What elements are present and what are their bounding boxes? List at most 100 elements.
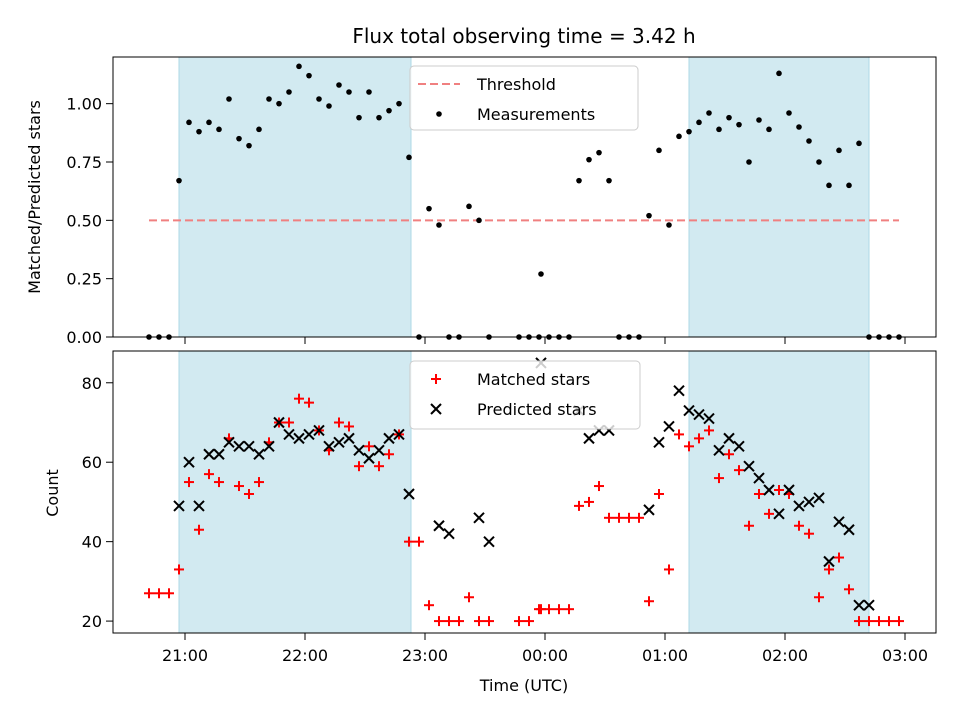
measurement-point — [216, 126, 222, 133]
matched-point — [424, 600, 434, 611]
predicted-point — [683, 404, 695, 417]
predicted-point — [243, 440, 255, 453]
predicted-point — [203, 448, 215, 460]
legend-predicted-swatch — [430, 403, 442, 415]
predicted-point-b — [473, 512, 485, 524]
observing-window-shading — [178, 56, 870, 338]
x-tick-label: 21:00 — [162, 646, 208, 665]
predicted-point — [373, 444, 385, 457]
matched-point — [664, 564, 674, 575]
matched-point — [644, 596, 654, 607]
matched-point — [854, 616, 864, 627]
matched-point — [434, 616, 444, 627]
predicted-point — [183, 456, 195, 468]
predicted-point-b — [203, 448, 215, 460]
predicted-point-b — [713, 444, 725, 457]
matched-point — [294, 393, 304, 404]
matched-point — [244, 488, 254, 499]
measurement-point — [326, 103, 332, 109]
predicted-point — [813, 492, 825, 504]
matched-point — [144, 588, 154, 599]
y-axis-ticks: 0.00 0.25 0.50 0.75 1.00 — [66, 95, 113, 347]
measurement-point — [176, 177, 182, 184]
matched-point — [414, 536, 424, 547]
matched-point — [864, 616, 874, 627]
predicted-point-b — [643, 504, 655, 516]
predicted-point — [833, 516, 845, 528]
plot-frame — [112, 56, 937, 338]
x-tick-label: 23:00 — [402, 646, 448, 665]
y-axis-label: Count — [43, 469, 62, 517]
matched-point — [384, 449, 394, 460]
predicted-point-b — [813, 492, 825, 504]
matched-point — [894, 616, 904, 627]
measurement-point — [306, 72, 312, 79]
predicted-point-b — [443, 527, 455, 540]
y-axis-ticks: 20 40 60 80 — [82, 374, 113, 631]
predicted-point-b — [193, 500, 205, 512]
matched-point — [344, 421, 354, 432]
y-axis-label: Matched/Predicted stars — [25, 100, 44, 294]
matched-point — [584, 496, 594, 507]
matched-point — [564, 604, 574, 615]
predicted-point-b — [583, 432, 595, 445]
predicted-point — [353, 444, 365, 457]
matched-point — [514, 616, 524, 627]
matched-point — [824, 564, 834, 575]
predicted-point — [403, 488, 415, 500]
measurement-point — [706, 110, 712, 116]
predicted-point — [323, 440, 335, 453]
predicted-point-b — [303, 428, 315, 441]
measurement-point — [766, 126, 772, 133]
measurement-point — [606, 177, 612, 184]
predicted-point-b — [403, 488, 415, 500]
matched-point — [814, 592, 824, 603]
predicted-point-b — [683, 404, 695, 417]
matched-point — [624, 512, 634, 523]
predicted-point-b — [313, 424, 325, 437]
measurement-point — [786, 110, 792, 116]
matched-point — [444, 616, 454, 627]
matched-point — [884, 616, 894, 627]
measurement-point — [316, 96, 322, 102]
predicted-point — [863, 599, 875, 611]
predicted-point-b — [183, 456, 195, 468]
y-tick-label: 40 — [82, 533, 102, 552]
matched-point — [794, 520, 804, 531]
matched-point — [734, 465, 744, 476]
measurement-point — [538, 271, 544, 277]
predicted-point-b — [663, 420, 675, 433]
predicted-point — [733, 440, 745, 453]
predicted-point-b — [723, 432, 735, 445]
legend-predicted-label: Predicted stars — [477, 400, 597, 419]
y-tick-label: 0.50 — [66, 211, 102, 230]
measurement-point — [676, 133, 682, 140]
predicted-point-b — [753, 472, 765, 484]
measurement-point — [696, 119, 702, 126]
matched-point — [254, 477, 264, 488]
predicted-point-b — [353, 444, 365, 457]
predicted-point — [693, 408, 705, 421]
matched-point — [234, 481, 244, 492]
y-tick-label: 60 — [82, 453, 102, 472]
measurement-point — [186, 119, 192, 126]
predicted-point — [473, 512, 485, 524]
predicted-point — [173, 500, 185, 512]
matched-point — [464, 592, 474, 603]
predicted-point-b — [433, 520, 445, 532]
y-tick-label: 1.00 — [66, 95, 102, 114]
predicted-point — [343, 432, 355, 445]
measurement-point — [356, 114, 362, 121]
matched-point — [604, 512, 614, 523]
predicted-point — [213, 448, 225, 460]
measurement-point — [236, 135, 242, 142]
predicted-point — [223, 436, 235, 449]
legend: Threshold Measurements — [409, 65, 639, 131]
measurement-point — [826, 182, 832, 189]
predicted-point — [393, 428, 405, 441]
predicted-point-b — [853, 599, 865, 611]
predicted-point-b — [173, 500, 185, 512]
counts-series — [144, 357, 904, 627]
measurement-point — [376, 114, 382, 121]
predicted-point — [773, 508, 785, 520]
